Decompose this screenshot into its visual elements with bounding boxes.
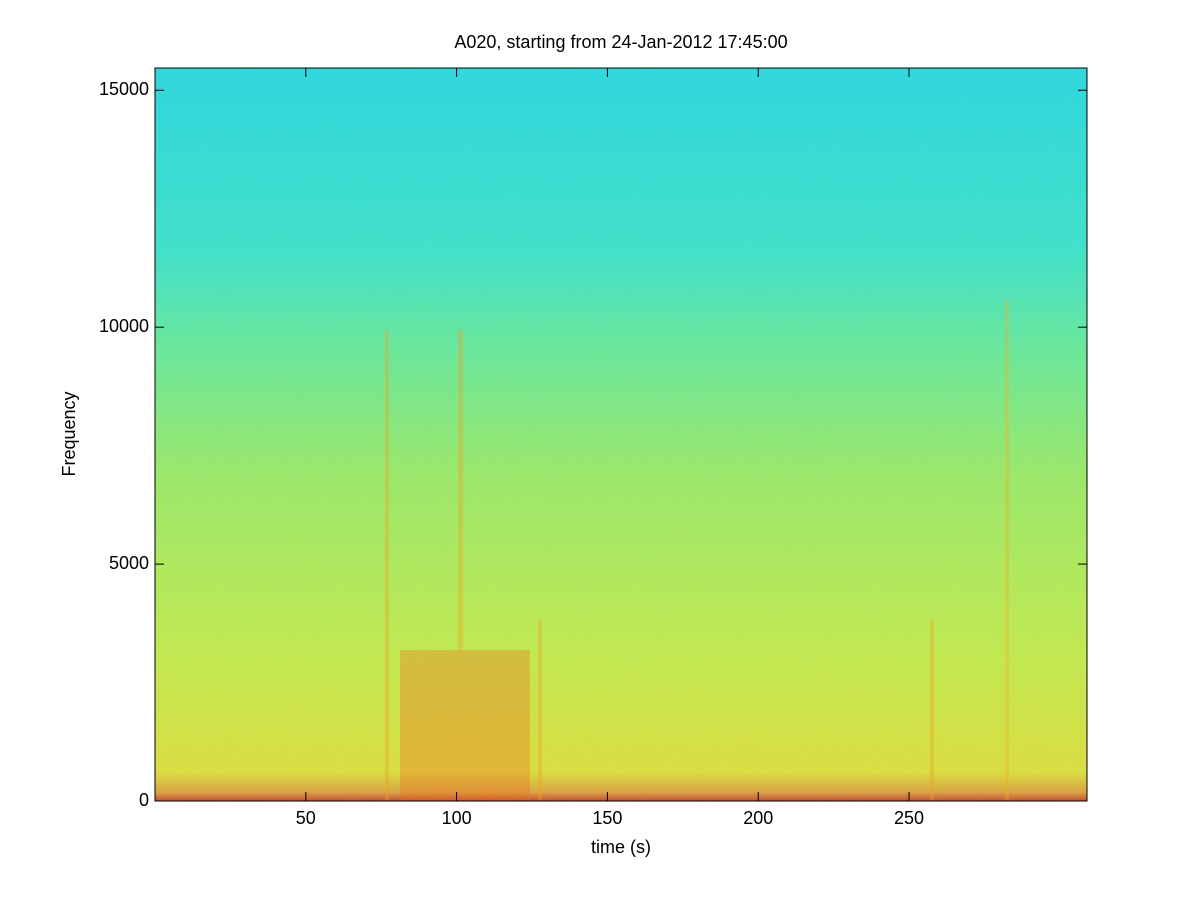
x-tick-label: 200 — [743, 808, 773, 828]
chart-title: A020, starting from 24-Jan-2012 17:45:00 — [454, 32, 787, 52]
y-axis-label: Frequency — [59, 391, 79, 476]
y-tick-label: 10000 — [99, 316, 149, 336]
y-tick-label: 0 — [139, 790, 149, 810]
x-tick-label: 150 — [592, 808, 622, 828]
x-tick-label: 100 — [442, 808, 472, 828]
spectrogram-texture — [155, 68, 1087, 801]
plot-frame — [154, 67, 1088, 802]
y-tick-label: 5000 — [109, 553, 149, 573]
x-axis-label: time (s) — [591, 837, 651, 857]
x-tick-label: 250 — [894, 808, 924, 828]
spectrogram-streaks — [385, 300, 1009, 800]
x-tick-label: 50 — [296, 808, 316, 828]
y-tick-label: 15000 — [99, 79, 149, 99]
